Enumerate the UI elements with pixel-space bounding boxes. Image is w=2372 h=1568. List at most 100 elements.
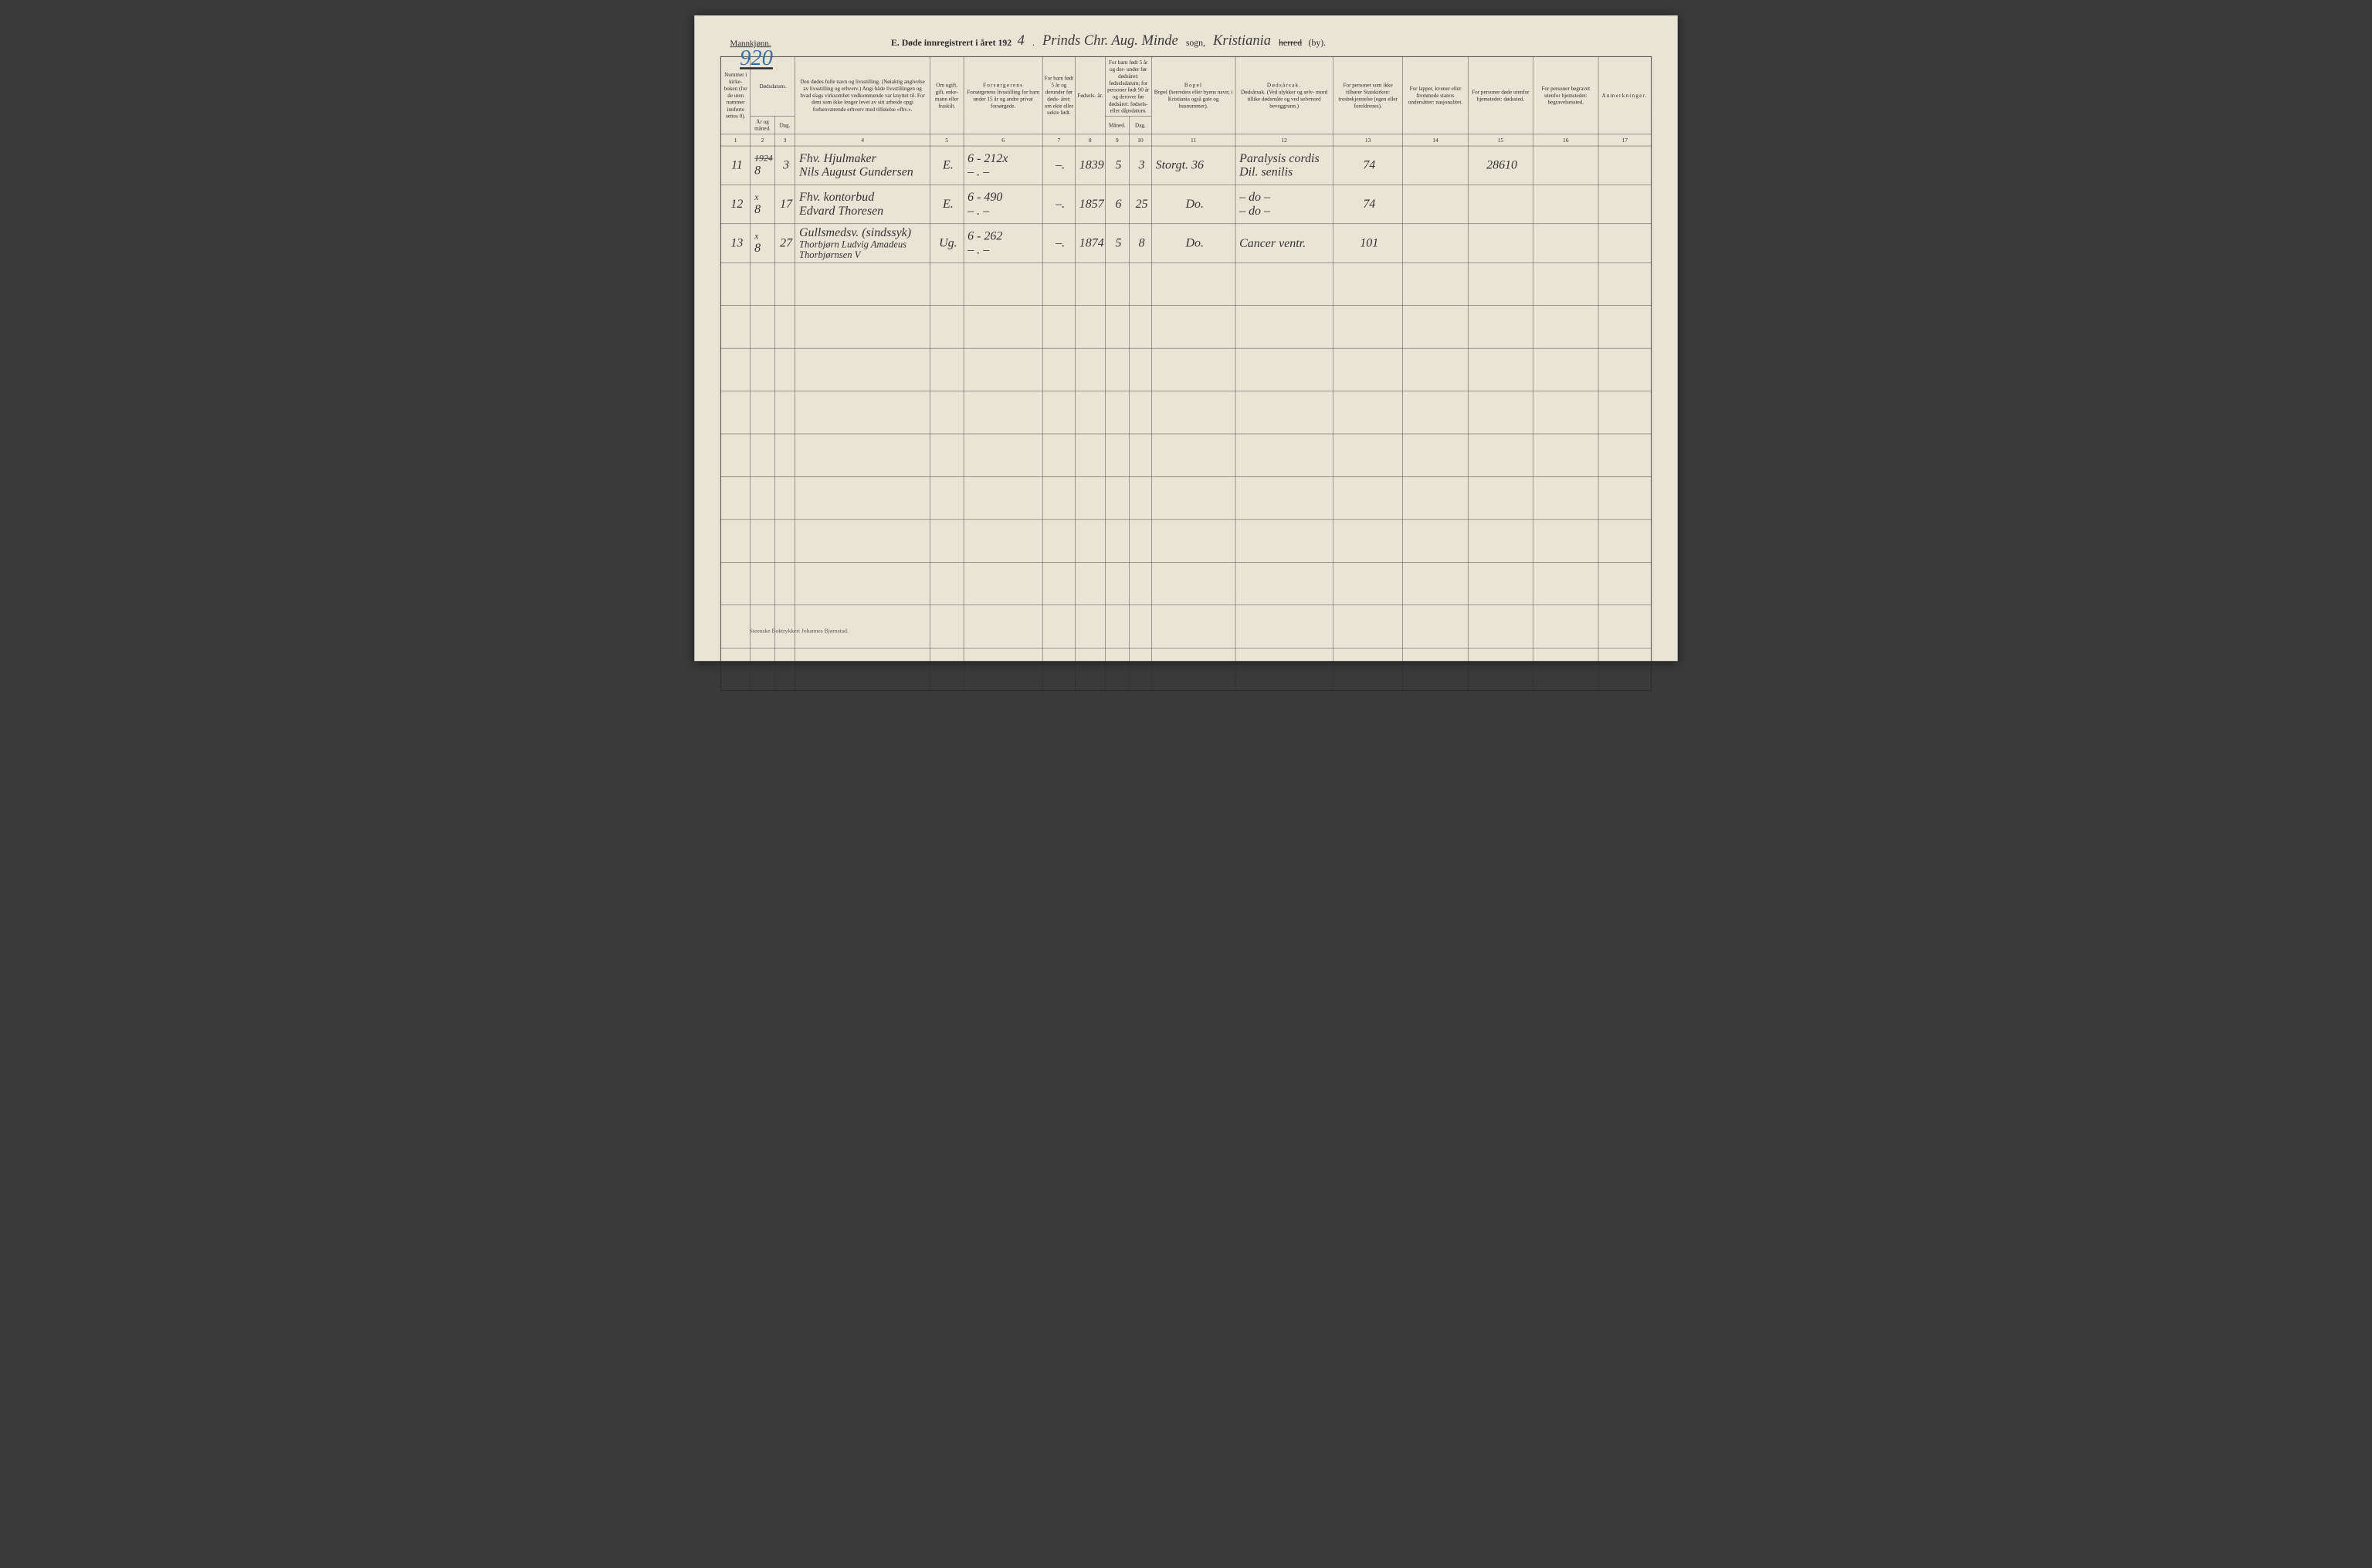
empty-cell xyxy=(774,262,795,305)
header-line: Mannkjønn. E. Døde innregistrert i året … xyxy=(720,29,1652,56)
empty-cell xyxy=(1468,562,1533,605)
colnum: 8 xyxy=(1076,134,1106,146)
empty-cell xyxy=(1151,605,1235,648)
column-number-row: 1 2 3 4 5 6 7 8 9 10 11 12 13 14 15 16 1 xyxy=(720,134,1651,146)
cell-month: x 8 xyxy=(751,185,774,223)
cell-marital: E. xyxy=(930,146,964,185)
empty-cell xyxy=(1105,348,1129,391)
cell-bmonth: 5 xyxy=(1105,224,1129,262)
empty-cell xyxy=(1076,348,1106,391)
empty-cell xyxy=(1151,562,1235,605)
empty-cell xyxy=(795,391,930,433)
cell-c14 xyxy=(1403,185,1468,223)
cell-name: Fhv. Hjulmaker Nils August Gundersen xyxy=(795,146,930,185)
table-row: 13 x 8 27 Gullsmedsv. (sindssyk) Thorbjø… xyxy=(720,224,1651,262)
empty-cell xyxy=(795,648,930,690)
colnum: 7 xyxy=(1042,134,1075,146)
empty-cell xyxy=(1403,262,1468,305)
col-header-12: Dødsårsak.Dødsårsak. (Ved ulykker og sel… xyxy=(1235,56,1333,134)
empty-cell xyxy=(1235,305,1333,347)
empty-cell xyxy=(1333,648,1402,690)
empty-cell xyxy=(930,476,964,519)
table-row-empty xyxy=(720,605,1651,648)
empty-cell xyxy=(1468,434,1533,476)
empty-cell xyxy=(751,520,774,562)
cell-name: Fhv. kontorbud Edvard Thoresen xyxy=(795,185,930,223)
cell-provider: 6 - 212x – . – xyxy=(964,146,1042,185)
empty-cell xyxy=(1403,605,1468,648)
cell-c14 xyxy=(1403,224,1468,262)
empty-cell xyxy=(1468,520,1533,562)
col-header-2b: Dag. xyxy=(774,116,795,134)
empty-cell xyxy=(1105,391,1129,433)
colnum: 1 xyxy=(720,134,751,146)
cell-day: 27 xyxy=(774,224,795,262)
empty-cell xyxy=(1105,434,1129,476)
empty-cell xyxy=(930,348,964,391)
cell-birthyear: 1839 xyxy=(1076,146,1106,185)
empty-cell xyxy=(1598,648,1652,690)
cell-marital: Ug. xyxy=(930,224,964,262)
empty-cell xyxy=(1333,605,1402,648)
empty-cell xyxy=(1533,605,1598,648)
empty-cell xyxy=(1129,391,1151,433)
cell-c16 xyxy=(1533,185,1598,223)
empty-cell xyxy=(720,434,751,476)
empty-cell xyxy=(1533,434,1598,476)
cell-c17 xyxy=(1598,185,1652,223)
empty-cell xyxy=(774,520,795,562)
empty-cell xyxy=(1533,348,1598,391)
empty-cell xyxy=(1076,520,1106,562)
empty-cell xyxy=(1468,305,1533,347)
empty-cell xyxy=(930,520,964,562)
cell-birthyear: 1874 xyxy=(1076,224,1106,262)
col-header-5: Om ugift, gift, enke- mann eller fraskil… xyxy=(930,56,964,134)
cell-bmonth: 6 xyxy=(1105,185,1129,223)
cell-c15: 28610 xyxy=(1468,146,1533,185)
cell-bopel: Do. xyxy=(1151,224,1235,262)
empty-cell xyxy=(1151,391,1235,433)
col-header-17: Anmerkninger. xyxy=(1598,56,1652,134)
col-header-11: BopelBopel (herredets eller byens navn; … xyxy=(1151,56,1235,134)
empty-cell xyxy=(751,562,774,605)
empty-cell xyxy=(1105,476,1129,519)
empty-cell xyxy=(1042,434,1075,476)
empty-cell xyxy=(964,391,1042,433)
cell-c15 xyxy=(1468,224,1533,262)
empty-cell xyxy=(1151,648,1235,690)
empty-cell xyxy=(1076,434,1106,476)
empty-cell xyxy=(1333,305,1402,347)
empty-cell xyxy=(1403,434,1468,476)
parish-name: Prinds Chr. Aug. Minde xyxy=(1041,32,1179,48)
empty-cell xyxy=(751,605,774,648)
empty-cell xyxy=(774,305,795,347)
empty-cell xyxy=(1129,562,1151,605)
empty-cell xyxy=(1403,562,1468,605)
table-row: 12 x 8 17 Fhv. kontorbud Edvard Thoresen xyxy=(720,185,1651,223)
empty-cell xyxy=(1235,434,1333,476)
cell-num: 13 xyxy=(720,224,751,262)
empty-cell xyxy=(1129,348,1151,391)
empty-cell xyxy=(1598,348,1652,391)
empty-cell xyxy=(1235,262,1333,305)
empty-cell xyxy=(795,562,930,605)
empty-cell xyxy=(964,520,1042,562)
colnum: 2 xyxy=(751,134,774,146)
empty-cell xyxy=(795,605,930,648)
cell-ekte: –. xyxy=(1042,185,1075,223)
empty-cell xyxy=(1235,520,1333,562)
empty-cell xyxy=(795,305,930,347)
empty-cell xyxy=(1042,348,1075,391)
empty-cell xyxy=(1129,476,1151,519)
empty-cell xyxy=(774,348,795,391)
col-header-13: For personer som ikke tilhører Statskirk… xyxy=(1333,56,1402,134)
empty-cell xyxy=(964,305,1042,347)
empty-cell xyxy=(720,648,751,690)
empty-cell xyxy=(1129,648,1151,690)
empty-cell xyxy=(1129,262,1151,305)
cell-c13: 101 xyxy=(1333,224,1402,262)
cell-month: 1924 8 xyxy=(751,146,774,185)
empty-cell xyxy=(1333,520,1402,562)
empty-cell xyxy=(1533,476,1598,519)
empty-rows xyxy=(720,262,1651,690)
